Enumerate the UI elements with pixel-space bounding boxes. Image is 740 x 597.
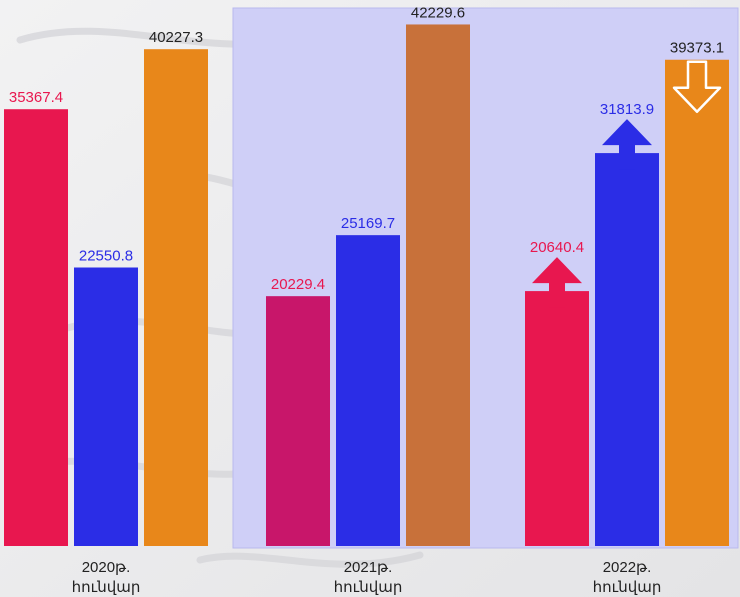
- category-label-month: հունվար: [72, 579, 141, 596]
- value-labels-layer: 35367.4 22550.8 40227.3 20229.4 25169.7 42229…: [9, 4, 724, 293]
- bars-layer: [4, 24, 729, 547]
- value-label: 39373.1: [670, 40, 724, 57]
- value-label: 25169.7: [341, 215, 395, 232]
- category-label-year: 2020թ.: [82, 559, 131, 576]
- value-label: 40227.3: [149, 29, 203, 46]
- down-arrow-icon: [672, 60, 722, 113]
- bar-0-0: [4, 109, 68, 546]
- bar-1-1: [336, 235, 400, 546]
- bar-2-2: [665, 59, 729, 546]
- bar-1-2: [406, 24, 470, 547]
- value-label: 20640.4: [530, 239, 584, 256]
- value-label: 31813.9: [600, 101, 654, 118]
- category-labels-layer: 2020թ. հունվար 2021թ. հունվար 2022թ. հունվար: [72, 559, 662, 596]
- bar-1-0: [266, 296, 330, 546]
- bar-2-1: [595, 153, 659, 546]
- value-label: 20229.4: [271, 276, 325, 293]
- category-label-month: հունվար: [334, 579, 403, 596]
- category-label-year: 2021թ.: [344, 559, 393, 576]
- value-label: 22550.8: [79, 247, 133, 264]
- bar-0-1: [74, 267, 138, 546]
- bar-0-2: [144, 49, 208, 547]
- category-label-year: 2022թ.: [603, 559, 652, 576]
- bar-2-0: [525, 291, 589, 546]
- category-label-month: հունվար: [593, 579, 662, 596]
- up-arrow-icon: [532, 257, 582, 308]
- up-arrow-icon: [602, 119, 652, 170]
- value-label: 42229.6: [411, 4, 465, 21]
- value-label: 35367.4: [9, 89, 63, 106]
- arrows-layer: [532, 60, 722, 308]
